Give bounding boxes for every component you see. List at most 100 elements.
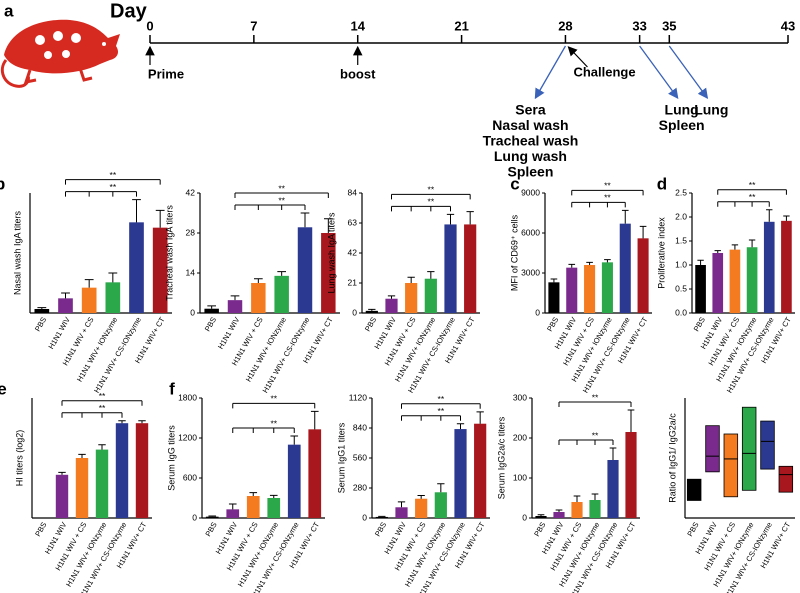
error-bar: [466, 211, 474, 225]
range-box: [723, 433, 739, 498]
significance-bracket: [391, 205, 451, 212]
panel-label: d: [657, 174, 667, 193]
bar: [566, 267, 578, 313]
error-bar: [550, 278, 558, 283]
bar: [553, 512, 565, 518]
significance-bracket: [558, 401, 632, 407]
error-bar: [155, 209, 165, 228]
error-bar: [604, 259, 611, 263]
error-bar: [84, 279, 94, 288]
y-tick-label: 1.0: [675, 259, 687, 269]
error-bar: [207, 305, 217, 309]
y-tick-label: 6000: [521, 227, 540, 237]
y-tick-label: 2.0: [675, 211, 687, 221]
significance-label: **: [110, 170, 117, 180]
sample-label: Lung: [665, 102, 699, 118]
bar: [204, 308, 219, 313]
y-tick-label: 0: [522, 512, 527, 522]
panel-label: c: [510, 174, 519, 193]
error-bar: [387, 295, 396, 299]
chart-panel: d Proliferative index 0.0 0.5 1.0 1.5 2.0 2.5 PB…: [656, 174, 795, 395]
y-tick-label: 840: [353, 422, 367, 432]
significance-label: **: [428, 185, 435, 195]
bar: [205, 516, 219, 518]
error-bar: [417, 495, 425, 499]
range-box: [778, 465, 794, 493]
error-bar: [118, 420, 126, 424]
error-bar: [290, 435, 299, 445]
y-tick-label: 100: [513, 472, 527, 482]
bar: [746, 247, 758, 313]
significance-label: **: [278, 183, 285, 193]
x-tick-label: PBS: [363, 315, 378, 333]
error-bar: [568, 263, 576, 268]
panel-label: a: [4, 1, 14, 20]
error-bar: [58, 471, 66, 475]
significance-bracket: [234, 204, 306, 210]
error-bar: [437, 483, 445, 493]
y-tick-label: 1200: [178, 432, 197, 442]
y-tick-label: 84: [348, 187, 358, 197]
error-bar: [476, 411, 484, 424]
error-bar: [108, 272, 118, 283]
bar: [619, 223, 631, 313]
y-tick-label: 200: [513, 432, 527, 442]
bar: [105, 282, 121, 313]
bar: [415, 498, 428, 518]
significance-label: **: [278, 195, 285, 205]
event-arrow: [567, 46, 588, 68]
event-label: Challenge: [573, 64, 635, 79]
y-tick-label: 1.5: [675, 235, 687, 245]
x-tick-label: PBS: [685, 520, 700, 538]
y-axis-title: Lung wash IgA titers: [326, 212, 336, 294]
range-box: [741, 406, 757, 491]
significance-label: **: [604, 181, 611, 191]
significance-bracket: [558, 439, 614, 445]
error-bar: [208, 515, 217, 517]
significance-label: **: [749, 180, 756, 190]
bar: [55, 474, 69, 518]
error-bar: [368, 308, 376, 311]
sample-label: Sera: [515, 102, 546, 118]
error-bar: [228, 503, 237, 510]
bar: [454, 429, 467, 518]
significance-label: **: [592, 392, 599, 402]
sample-label: Lung wash: [494, 148, 567, 164]
y-tick-label: 28: [186, 227, 196, 237]
significance-label: **: [99, 403, 106, 413]
error-bar: [639, 225, 647, 239]
error-bar: [323, 218, 333, 233]
error-bar: [138, 420, 146, 424]
bar: [115, 423, 129, 518]
bar: [226, 509, 240, 518]
timeline-day: 33: [632, 18, 646, 33]
bar: [152, 227, 168, 313]
y-tick-label: 0: [352, 307, 357, 317]
error-bar: [783, 215, 790, 221]
significance-label: **: [270, 394, 277, 404]
y-tick-label: 1120: [349, 392, 368, 402]
bar: [81, 287, 97, 313]
panel-label: e: [0, 379, 7, 398]
significance-label: **: [604, 193, 611, 203]
error-bar: [277, 271, 287, 276]
sample-arrow: [639, 45, 679, 100]
significance-bracket: [234, 192, 329, 198]
x-tick-label: PBS: [33, 520, 48, 538]
y-tick-label: 0: [192, 512, 197, 522]
error-bar: [397, 501, 406, 508]
error-bar: [132, 199, 141, 223]
significance-bracket: [717, 189, 787, 195]
significance-label: **: [428, 197, 435, 207]
y-axis-title: MFI of CD69⁺ cells: [509, 214, 519, 291]
bar: [34, 309, 50, 313]
error-bar: [555, 509, 563, 512]
significance-label: **: [749, 192, 756, 202]
significance-label: **: [438, 394, 445, 404]
